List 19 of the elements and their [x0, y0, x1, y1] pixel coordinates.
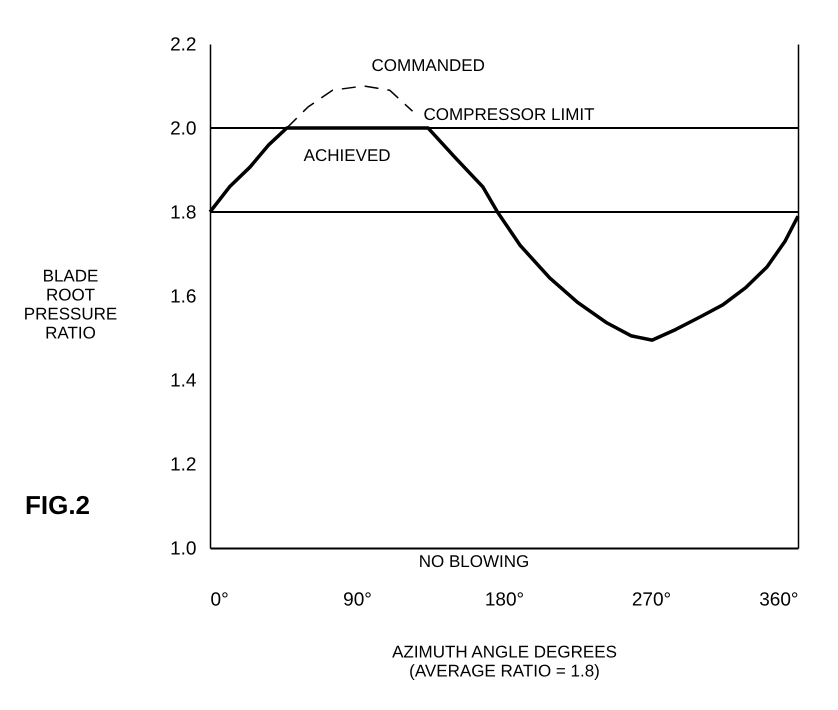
x-tick-label: 270° [632, 590, 672, 610]
y-tick-label: 1.2 [170, 454, 196, 476]
x-axis-title: AZIMUTH ANGLE DEGREES (AVERAGE RATIO = 1.8) [392, 642, 617, 680]
y-tick-label: 1.8 [170, 202, 196, 224]
y-tick-label: 1.0 [170, 538, 196, 560]
y-tick-label: 2.0 [170, 118, 196, 140]
annotation: ACHIEVED [304, 146, 391, 165]
x-tick-label: 90° [343, 590, 372, 610]
x-tick-label: 360° [759, 590, 798, 610]
caption: FIG.2 [25, 490, 90, 520]
x-tick-label: 180° [484, 590, 524, 610]
y-tick-label: 1.4 [170, 370, 197, 392]
y-tick-label: 2.2 [170, 34, 196, 56]
text: NO BLOWING [418, 552, 530, 571]
annotation: COMMANDED [372, 56, 485, 75]
ref-line-label: COMPRESSOR LIMIT [424, 105, 594, 124]
y-tick-label: 1.6 [170, 286, 196, 308]
y-axis-title: BLADE ROOT PRESSURE RATIO [24, 266, 118, 342]
x-tick-label: 0° [210, 590, 229, 610]
